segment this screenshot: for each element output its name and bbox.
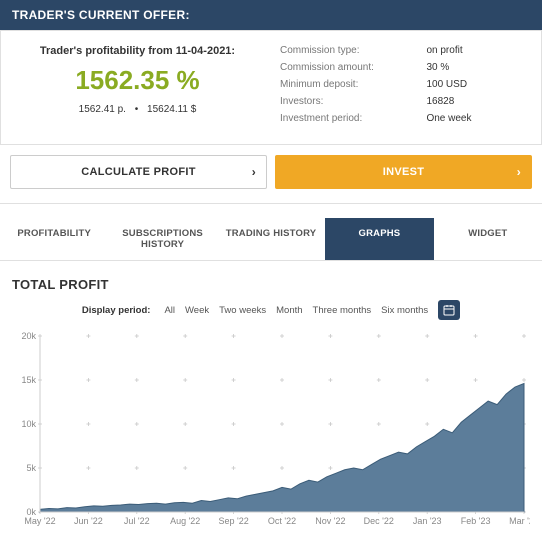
info-label: Commission type: — [280, 45, 426, 56]
info-value: 16828 — [426, 96, 529, 107]
info-row-commission-type: Commission type: on profit — [280, 45, 529, 56]
chart-container: 0k5k10k15k20kMay '22Jun '22Jul '22Aug '2… — [0, 330, 542, 542]
offer-card: Trader's profitability from 11-04-2021: … — [0, 30, 542, 145]
svg-text:Aug '22: Aug '22 — [170, 516, 200, 526]
invest-label: INVEST — [383, 166, 425, 178]
profitability-sub: 1562.41 p. • 15624.11 $ — [13, 104, 262, 115]
svg-text:Sep '22: Sep '22 — [218, 516, 248, 526]
header-bar: TRADER'S CURRENT OFFER: — [0, 0, 542, 30]
offer-left: Trader's profitability from 11-04-2021: … — [13, 45, 262, 130]
calculate-label: CALCULATE PROFIT — [81, 166, 196, 178]
total-profit-chart: 0k5k10k15k20kMay '22Jun '22Jul '22Aug '2… — [12, 330, 530, 530]
calculate-profit-button[interactable]: CALCULATE PROFIT › — [10, 155, 267, 189]
info-label: Minimum deposit: — [280, 79, 426, 90]
svg-text:5k: 5k — [26, 463, 36, 473]
period-all[interactable]: All — [164, 305, 175, 316]
profit-usd: 15624.11 $ — [147, 104, 196, 115]
info-row-investors: Investors: 16828 — [280, 96, 529, 107]
header-title: TRADER'S CURRENT OFFER: — [12, 8, 190, 22]
tab-subscriptions-history[interactable]: SUBSCRIPTIONS HISTORY — [108, 218, 216, 260]
period-row: Display period: All Week Two weeks Month… — [0, 296, 542, 330]
tab-trading-history[interactable]: TRADING HISTORY — [217, 218, 325, 260]
profit-points: 1562.41 p. — [79, 104, 126, 115]
svg-text:Feb '23: Feb '23 — [461, 516, 491, 526]
period-month[interactable]: Month — [276, 305, 302, 316]
info-value: on profit — [426, 45, 529, 56]
invest-button[interactable]: INVEST › — [275, 155, 532, 189]
period-label: Display period: — [82, 305, 151, 316]
svg-text:15k: 15k — [21, 375, 36, 385]
info-value: 100 USD — [426, 79, 529, 90]
info-row-commission-amount: Commission amount: 30 % — [280, 62, 529, 73]
svg-text:20k: 20k — [21, 331, 36, 341]
profitability-label: Trader's profitability from 11-04-2021: — [13, 45, 262, 57]
info-row-investment-period: Investment period: One week — [280, 113, 529, 124]
chevron-right-icon: › — [252, 165, 256, 179]
dot-separator: • — [135, 104, 139, 115]
svg-text:Oct '22: Oct '22 — [268, 516, 296, 526]
info-row-min-deposit: Minimum deposit: 100 USD — [280, 79, 529, 90]
tab-profitability[interactable]: PROFITABILITY — [0, 218, 108, 260]
chevron-right-icon: › — [517, 165, 521, 179]
profitability-percent: 1562.35 % — [13, 65, 262, 96]
calendar-icon[interactable] — [438, 300, 460, 320]
svg-text:Dec '22: Dec '22 — [364, 516, 394, 526]
button-row: CALCULATE PROFIT › INVEST › — [0, 145, 542, 204]
svg-text:Jan '23: Jan '23 — [413, 516, 442, 526]
svg-text:Jun '22: Jun '22 — [74, 516, 103, 526]
info-value: 30 % — [426, 62, 529, 73]
tab-widget[interactable]: WIDGET — [434, 218, 542, 260]
section-title: TOTAL PROFIT — [0, 261, 542, 296]
period-six-months[interactable]: Six months — [381, 305, 428, 316]
info-label: Investors: — [280, 96, 426, 107]
period-week[interactable]: Week — [185, 305, 209, 316]
tabs: PROFITABILITY SUBSCRIPTIONS HISTORY TRAD… — [0, 218, 542, 261]
info-value: One week — [426, 113, 529, 124]
info-label: Investment period: — [280, 113, 426, 124]
tab-graphs[interactable]: GRAPHS — [325, 218, 433, 260]
period-two-weeks[interactable]: Two weeks — [219, 305, 266, 316]
period-three-months[interactable]: Three months — [313, 305, 372, 316]
svg-text:Nov '22: Nov '22 — [315, 516, 345, 526]
svg-text:May '22: May '22 — [24, 516, 55, 526]
svg-text:Mar '23: Mar '23 — [509, 516, 530, 526]
svg-text:Jul '22: Jul '22 — [124, 516, 150, 526]
offer-right: Commission type: on profit Commission am… — [262, 45, 529, 130]
svg-text:10k: 10k — [21, 419, 36, 429]
info-label: Commission amount: — [280, 62, 426, 73]
